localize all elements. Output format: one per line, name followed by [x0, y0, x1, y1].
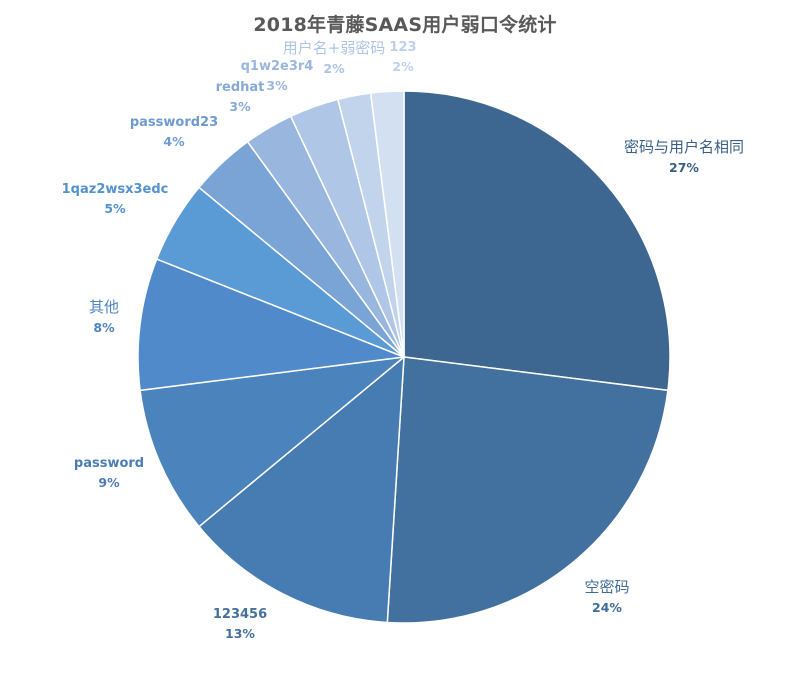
pie-slice — [403, 90, 671, 392]
slice-label: redhat — [216, 80, 265, 95]
slice-label: q1w2e3r4 — [241, 59, 314, 74]
pie-slice — [198, 356, 405, 624]
slice-percent-label: 8% — [93, 320, 115, 335]
slice-label: 123456 — [213, 607, 267, 622]
slice-label: 空密码 — [584, 578, 629, 596]
slice-percent-label: 24% — [592, 600, 622, 615]
slice-percent-label: 13% — [225, 626, 255, 641]
slice-label: password23 — [130, 115, 218, 130]
slice-label: 密码与用户名相同 — [624, 138, 744, 156]
slice-label: password — [74, 456, 144, 471]
chart-title: 2018年青藤SAAS用户弱口令统计 — [253, 14, 557, 36]
pie-labels: 密码与用户名相同 27% 空密码 24% 123456 13% password 9% 其他 8%… — [62, 39, 744, 641]
slice-percent-label: 3% — [266, 78, 288, 93]
pie-slice — [139, 356, 405, 528]
slice-percent-label: 2% — [392, 59, 414, 74]
pie-slices — [137, 90, 671, 624]
slice-percent-label: 3% — [229, 99, 251, 114]
pie-slice — [386, 356, 669, 624]
slice-label: 用户名+弱密码 — [283, 39, 386, 57]
slice-percent-label: 4% — [163, 134, 185, 149]
slice-label: 其他 — [89, 298, 119, 316]
slice-percent-label: 2% — [323, 61, 345, 76]
slice-label: 123 — [389, 40, 416, 55]
pie-slice — [137, 258, 405, 392]
slice-percent-label: 5% — [104, 201, 126, 216]
slice-percent-label: 9% — [98, 475, 120, 490]
slice-percent-label: 27% — [669, 160, 699, 175]
slice-label: 1qaz2wsx3edc — [62, 182, 169, 197]
pie-slice — [369, 90, 405, 358]
